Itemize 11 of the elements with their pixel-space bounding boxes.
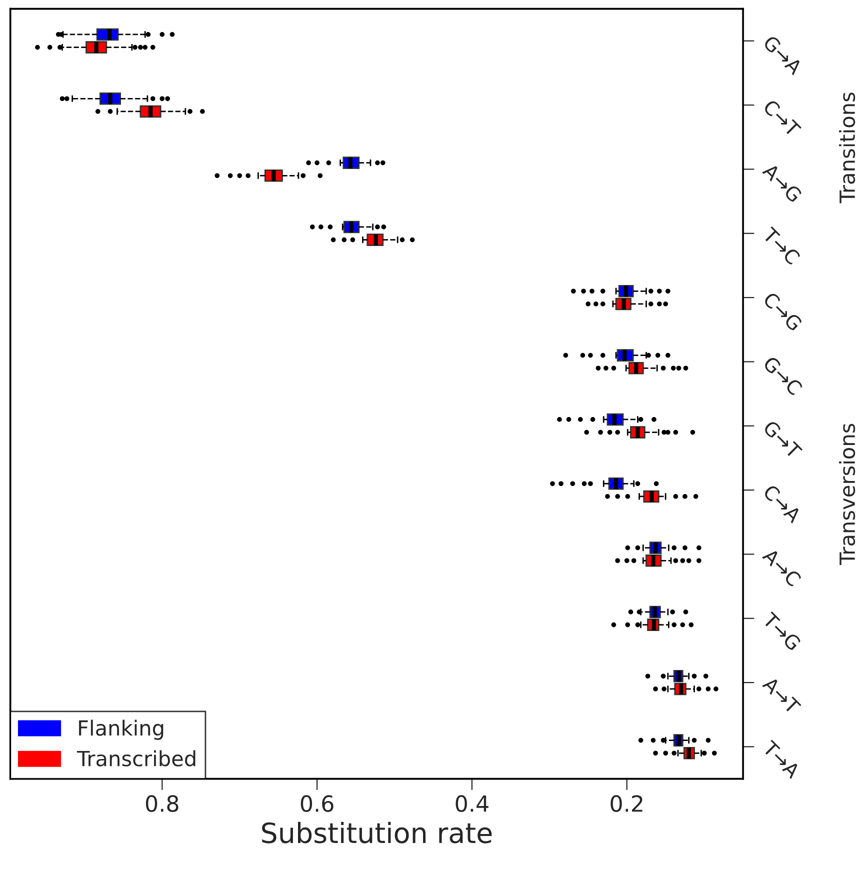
legend-label: Transcribed — [76, 750, 196, 766]
legend-label: Flanking — [79, 720, 164, 740]
y-tick-label: C→T — [762, 98, 802, 138]
x-tick-label: 0.6 — [300, 795, 334, 812]
x-tick-label: 0.2 — [610, 795, 642, 812]
text: Transitions — [838, 92, 856, 204]
text: Transversions — [838, 424, 856, 566]
x-tick-label: 0.4 — [456, 795, 488, 812]
x-axis-title: Substitution rate — [262, 822, 492, 844]
x-tick-label: 0.8 — [146, 795, 178, 812]
y-tick-label: A→T — [762, 676, 802, 715]
